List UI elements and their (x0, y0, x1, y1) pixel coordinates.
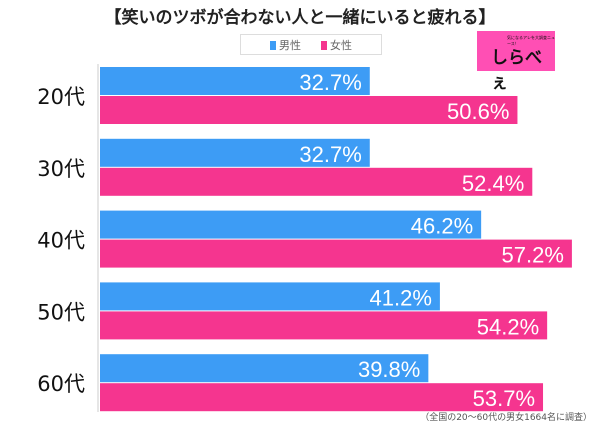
legend-female: 女性 (321, 37, 352, 53)
bar-female (100, 311, 548, 340)
data-label: 39.8% (358, 357, 420, 382)
logo-tagline: 気になるアレを大調査ニュース！ (507, 35, 555, 46)
legend-swatch-male (270, 40, 276, 50)
category-label: 60代 (37, 372, 85, 396)
chart-title: 【笑いのツボが合わない人と一緒にいると疲れる】 (104, 8, 496, 28)
data-label: 32.7% (299, 70, 361, 95)
bar-female (100, 167, 533, 196)
data-label: 46.2% (411, 214, 473, 239)
data-label: 32.7% (299, 142, 361, 167)
bar-female (100, 96, 518, 124)
category-label: 50代 (37, 300, 85, 324)
legend-label-male: 男性 (279, 38, 301, 52)
category-label: 20代 (37, 85, 85, 109)
data-label: 54.2% (477, 314, 539, 339)
legend: 男性 女性 (240, 34, 382, 55)
bar-male (100, 210, 482, 239)
bar-male (100, 282, 440, 311)
bar-female (100, 239, 572, 268)
legend-label-female: 女性 (330, 38, 352, 52)
data-label: 52.4% (462, 171, 524, 196)
bar-male (100, 138, 370, 167)
legend-male: 男性 (270, 37, 301, 53)
legend-swatch-female (321, 40, 327, 50)
logo-text: しらべぇ (491, 48, 542, 93)
category-label: 40代 (37, 229, 85, 253)
data-label: 41.2% (370, 285, 432, 310)
bar-male (100, 354, 429, 383)
category-label: 30代 (37, 157, 85, 181)
data-label: 57.2% (502, 243, 564, 268)
bar-female (100, 383, 544, 412)
footnote: （全国の20～60代の男女1664名に調査） (420, 413, 592, 423)
shirabee-logo: 気になるアレを大調査ニュース！ しらべぇ (477, 31, 555, 93)
bar-male (100, 67, 370, 95)
data-label: 53.7% (473, 386, 535, 411)
data-label: 50.6% (447, 99, 509, 124)
